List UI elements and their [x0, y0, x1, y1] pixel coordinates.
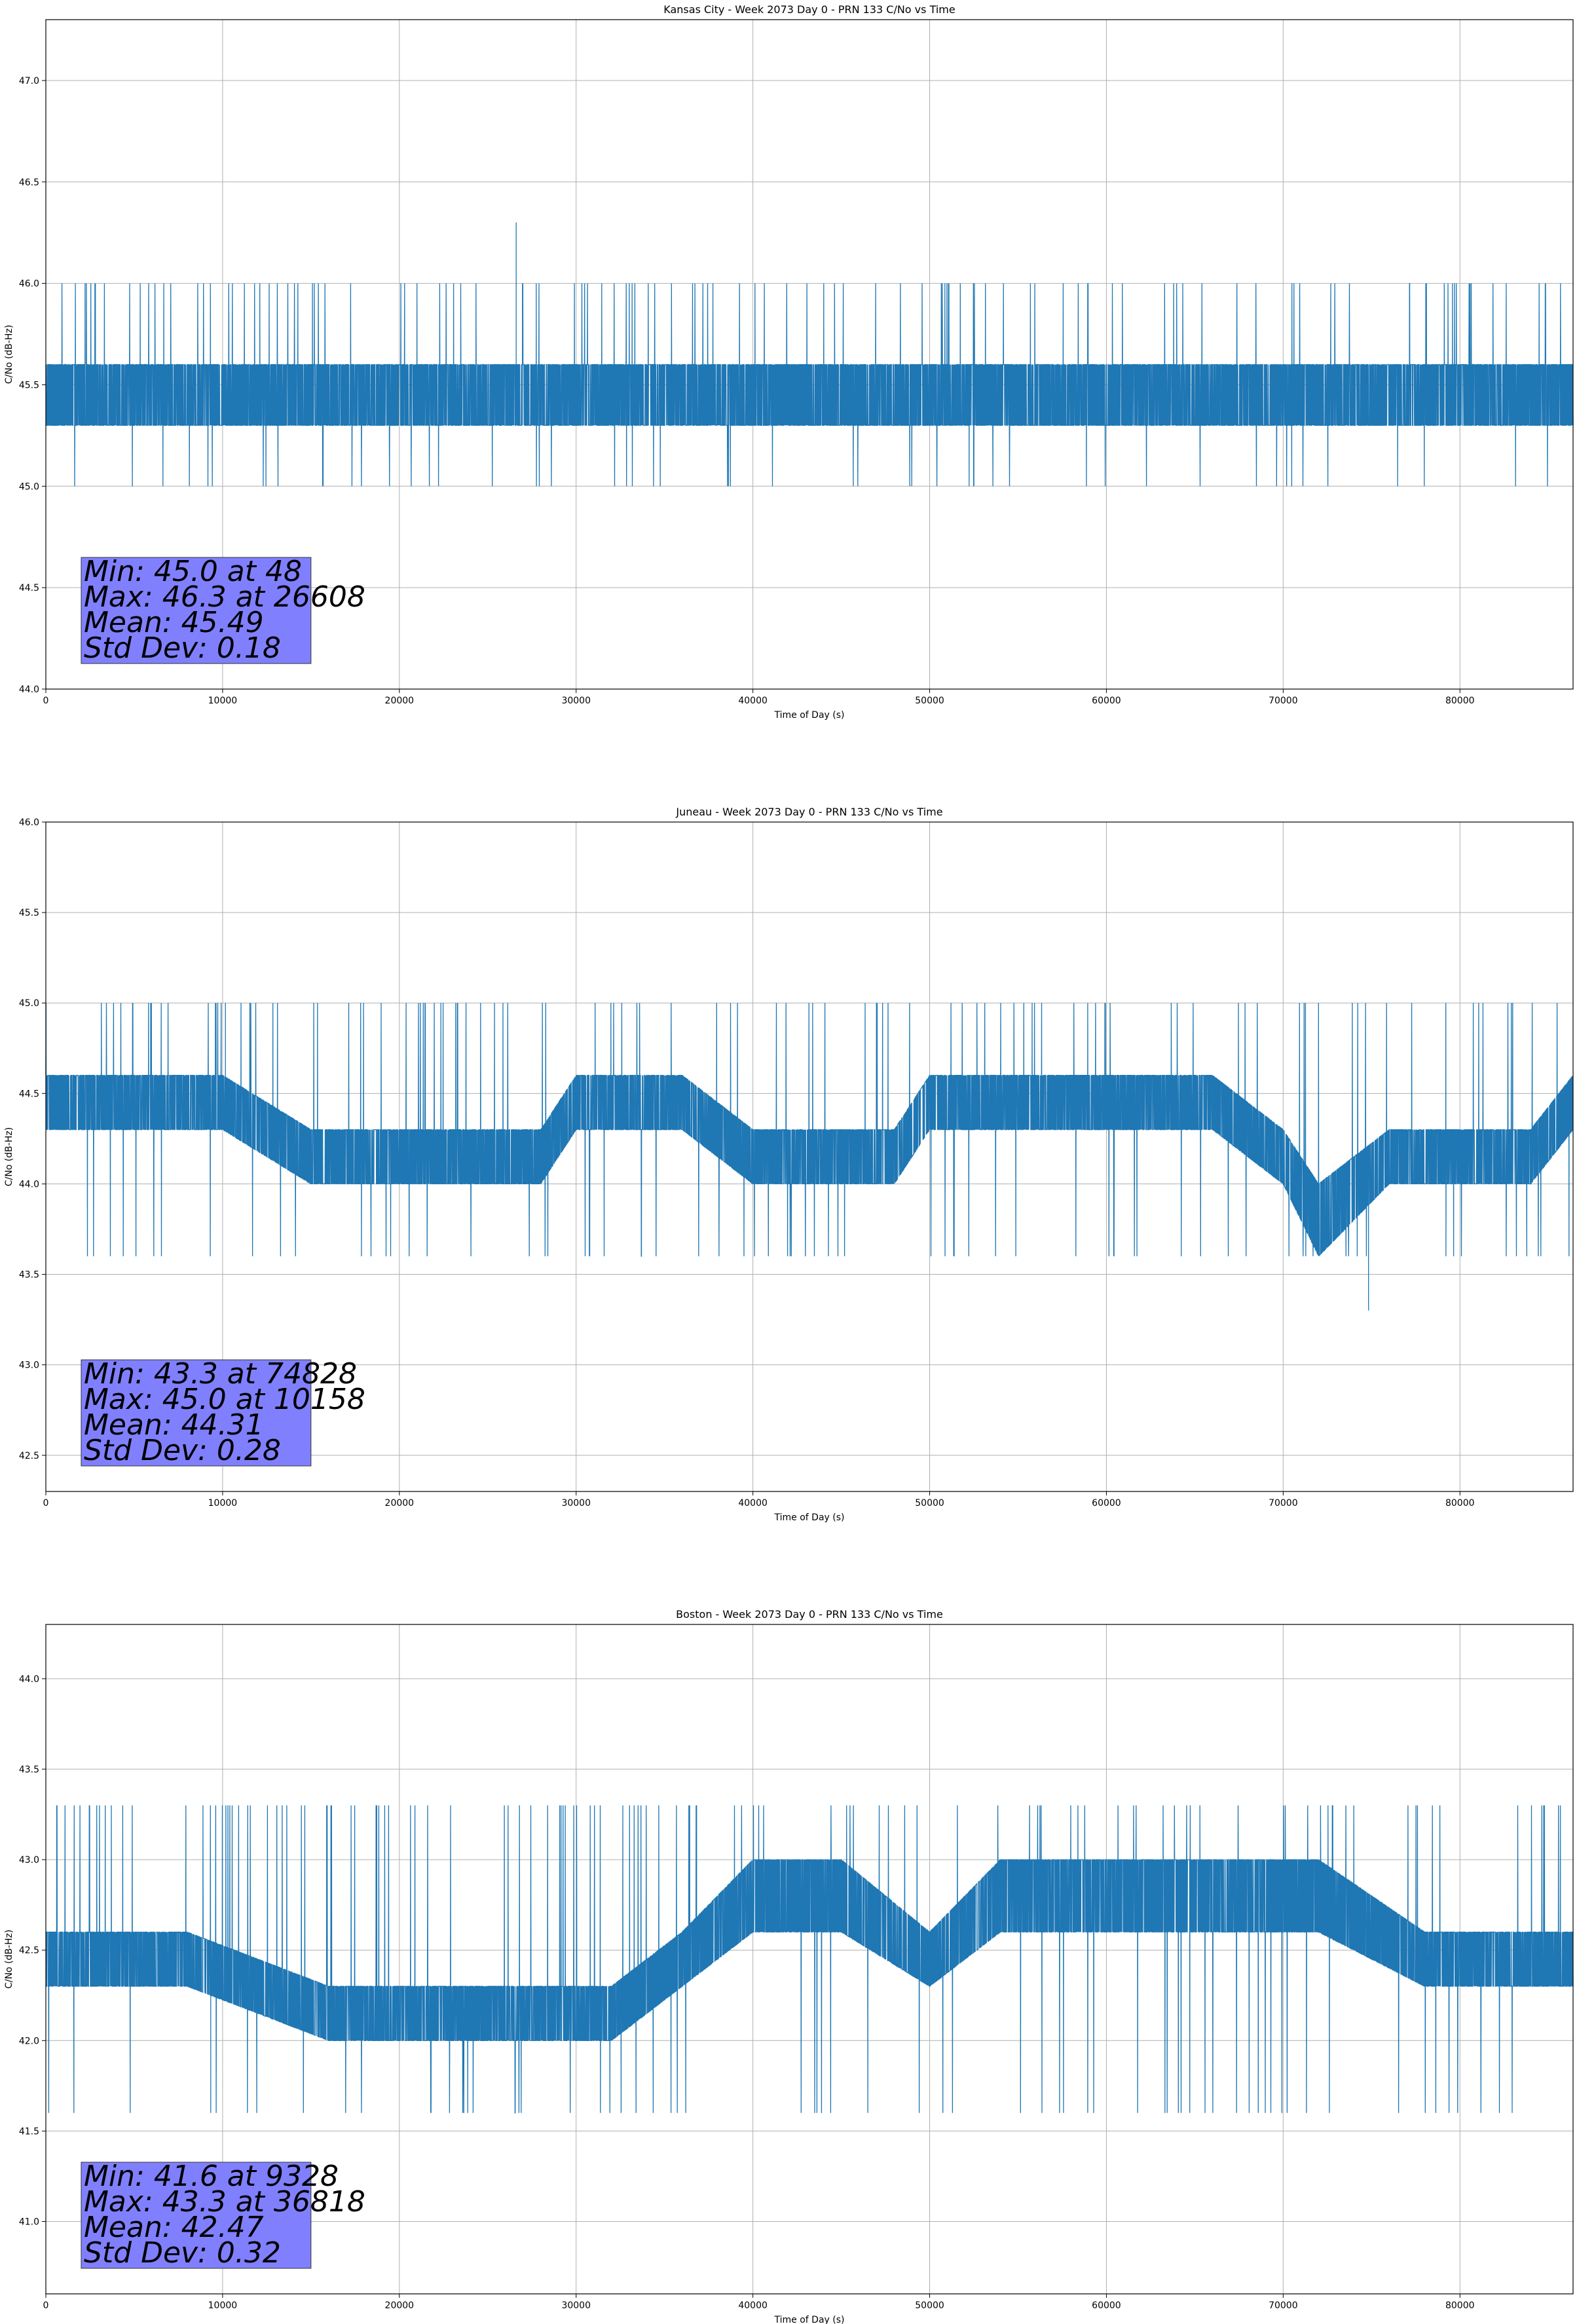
x-tick-label: 80000: [1445, 1498, 1475, 1509]
y-axis-label: C/No (dB-Hz): [4, 1930, 14, 1989]
chart-title: Boston - Week 2073 Day 0 - PRN 133 C/No …: [676, 1608, 943, 1621]
x-axis-label: Time of Day (s): [774, 710, 845, 721]
x-tick-label: 70000: [1269, 696, 1298, 706]
y-tick-label: 45.0: [19, 481, 39, 492]
y-tick-label: 43.5: [19, 1270, 39, 1281]
chart-title: Kansas City - Week 2073 Day 0 - PRN 133 …: [663, 3, 955, 16]
x-tick-label: 10000: [208, 1498, 238, 1509]
x-axis-label: Time of Day (s): [774, 1512, 845, 1523]
y-tick-label: 44.5: [19, 583, 39, 593]
x-tick-label: 40000: [738, 2300, 768, 2311]
y-tick-label: 43.5: [19, 1765, 39, 1775]
stats-box: [81, 2162, 312, 2269]
y-tick-label: 41.5: [19, 2126, 39, 2137]
x-tick-label: 60000: [1092, 696, 1121, 706]
x-tick-label: 30000: [561, 2300, 591, 2311]
x-tick-label: 10000: [208, 696, 238, 706]
x-tick-label: 10000: [208, 2300, 238, 2311]
y-tick-label: 46.0: [19, 279, 39, 290]
stats-line: Max: 46.3 at 26608: [84, 580, 365, 614]
x-tick-label: 30000: [561, 1498, 591, 1509]
y-tick-label: 41.0: [19, 2217, 39, 2228]
y-tick-label: 44.0: [19, 1179, 39, 1190]
stats-line: Min: 43.3 at 74828: [84, 1357, 357, 1391]
y-axis-label: C/No (dB-Hz): [4, 325, 14, 384]
y-tick-label: 47.0: [19, 76, 39, 86]
axes-frame: [45, 1624, 1574, 2295]
x-tick-label: 50000: [915, 696, 944, 706]
x-tick-label: 60000: [1092, 2300, 1121, 2311]
x-tick-label: 0: [43, 1498, 49, 1509]
y-tick-label: 42.0: [19, 2036, 39, 2046]
x-axis-label: Time of Day (s): [774, 2315, 845, 2324]
y-tick-label: 44.5: [19, 1089, 39, 1099]
stats-line: Mean: 42.47: [84, 2211, 264, 2244]
chart-title: Juneau - Week 2073 Day 0 - PRN 133 C/No …: [675, 806, 942, 818]
chart-panel-1: 0 10000 20000 30000 40000 50000 60000 70000 8000…: [4, 3, 1574, 721]
x-tick-label: 0: [43, 696, 49, 706]
y-axis-label: C/No (dB-Hz): [4, 1127, 14, 1186]
series-line: [46, 1805, 1574, 2114]
x-tick-label: 40000: [738, 696, 768, 706]
stats-line: Mean: 44.31: [84, 1408, 264, 1442]
stats-box: [81, 1359, 312, 1467]
stats-line: Mean: 45.49: [84, 606, 264, 639]
stats-line: Std Dev: 0.28: [84, 1434, 281, 1467]
y-tick-label: 46.0: [19, 817, 39, 828]
y-tick-label: 42.5: [19, 1451, 39, 1461]
x-tick-label: 30000: [561, 696, 591, 706]
x-tick-label: 70000: [1269, 2300, 1298, 2311]
stats-box: [81, 557, 312, 664]
x-tick-label: 20000: [385, 2300, 415, 2311]
series-line: [45, 222, 1574, 487]
y-tick-label: 45.5: [19, 908, 39, 918]
x-tick-label: 70000: [1269, 1498, 1298, 1509]
x-tick-label: 50000: [915, 1498, 944, 1509]
chart-panel-2: 0 10000 20000 30000 40000 50000 60000 70000 8000…: [4, 806, 1574, 1523]
y-tick-label: 43.0: [19, 1855, 39, 1865]
x-tick-label: 20000: [385, 1498, 415, 1509]
x-tick-label: 80000: [1445, 2300, 1475, 2311]
y-tick-label: 45.5: [19, 380, 39, 390]
series-line: [45, 1003, 1574, 1311]
x-tick-label: 20000: [385, 696, 415, 706]
axes-frame: [45, 19, 1574, 690]
stats-line: Std Dev: 0.32: [84, 2236, 281, 2270]
stats-line: Max: 45.0 at 10158: [84, 1383, 365, 1416]
y-tick-label: 43.0: [19, 1360, 39, 1371]
y-tick-label: 46.5: [19, 178, 39, 188]
stats-line: Std Dev: 0.18: [84, 631, 281, 665]
stats-line: Min: 41.6 at 9328: [84, 2160, 339, 2193]
x-tick-label: 80000: [1445, 696, 1475, 706]
y-tick-label: 44.0: [19, 1674, 39, 1685]
x-tick-label: 40000: [738, 1498, 768, 1509]
y-tick-label: 45.0: [19, 998, 39, 1009]
stats-line: Min: 45.0 at 48: [84, 555, 302, 588]
y-tick-label: 44.0: [19, 684, 39, 695]
axes-frame: [45, 821, 1574, 1492]
x-tick-label: 50000: [915, 2300, 944, 2311]
y-tick-label: 42.5: [19, 1945, 39, 1956]
x-tick-label: 0: [43, 2300, 49, 2311]
stats-line: Max: 43.3 at 36818: [84, 2185, 365, 2219]
x-tick-label: 60000: [1092, 1498, 1121, 1509]
chart-panel-3: 0 10000 20000 30000 40000 50000 60000 70000 8000…: [4, 1608, 1574, 2324]
